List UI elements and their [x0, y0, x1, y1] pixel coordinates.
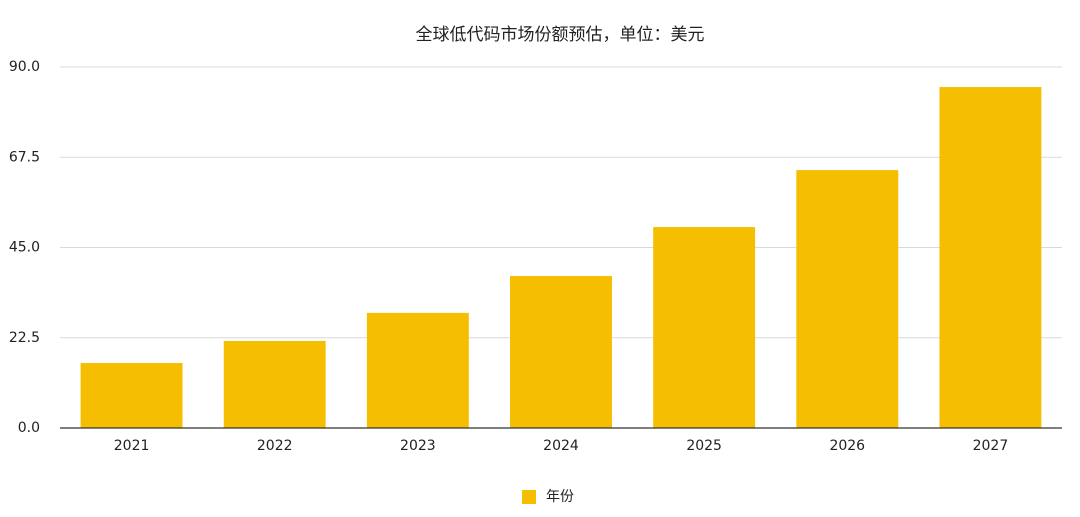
bar: [796, 170, 899, 428]
x-tick-label: 2021: [114, 438, 150, 454]
x-tick-label: 2024: [543, 438, 579, 454]
bar: [223, 340, 326, 428]
y-tick-label: 45.0: [9, 240, 40, 256]
x-tick-label: 2022: [257, 438, 293, 454]
legend-label: 年份: [546, 489, 574, 505]
y-tick-label: 67.5: [9, 149, 40, 165]
bar: [939, 87, 1042, 429]
legend-swatch: [522, 490, 536, 504]
x-tick-label: 2027: [973, 438, 1009, 454]
x-tick-label: 2025: [686, 438, 722, 454]
bar: [510, 275, 612, 428]
chart-title: 全球低代码市场份额预估，单位：美元: [416, 25, 705, 45]
y-tick-label: 0.0: [18, 420, 40, 436]
x-tick-label: 2026: [829, 438, 865, 454]
y-tick-label: 90.0: [9, 59, 40, 75]
bar: [80, 363, 183, 428]
x-tick-label: 2023: [400, 438, 436, 454]
y-tick-label: 22.5: [9, 330, 40, 346]
bar: [653, 227, 756, 428]
bar: [366, 312, 469, 428]
